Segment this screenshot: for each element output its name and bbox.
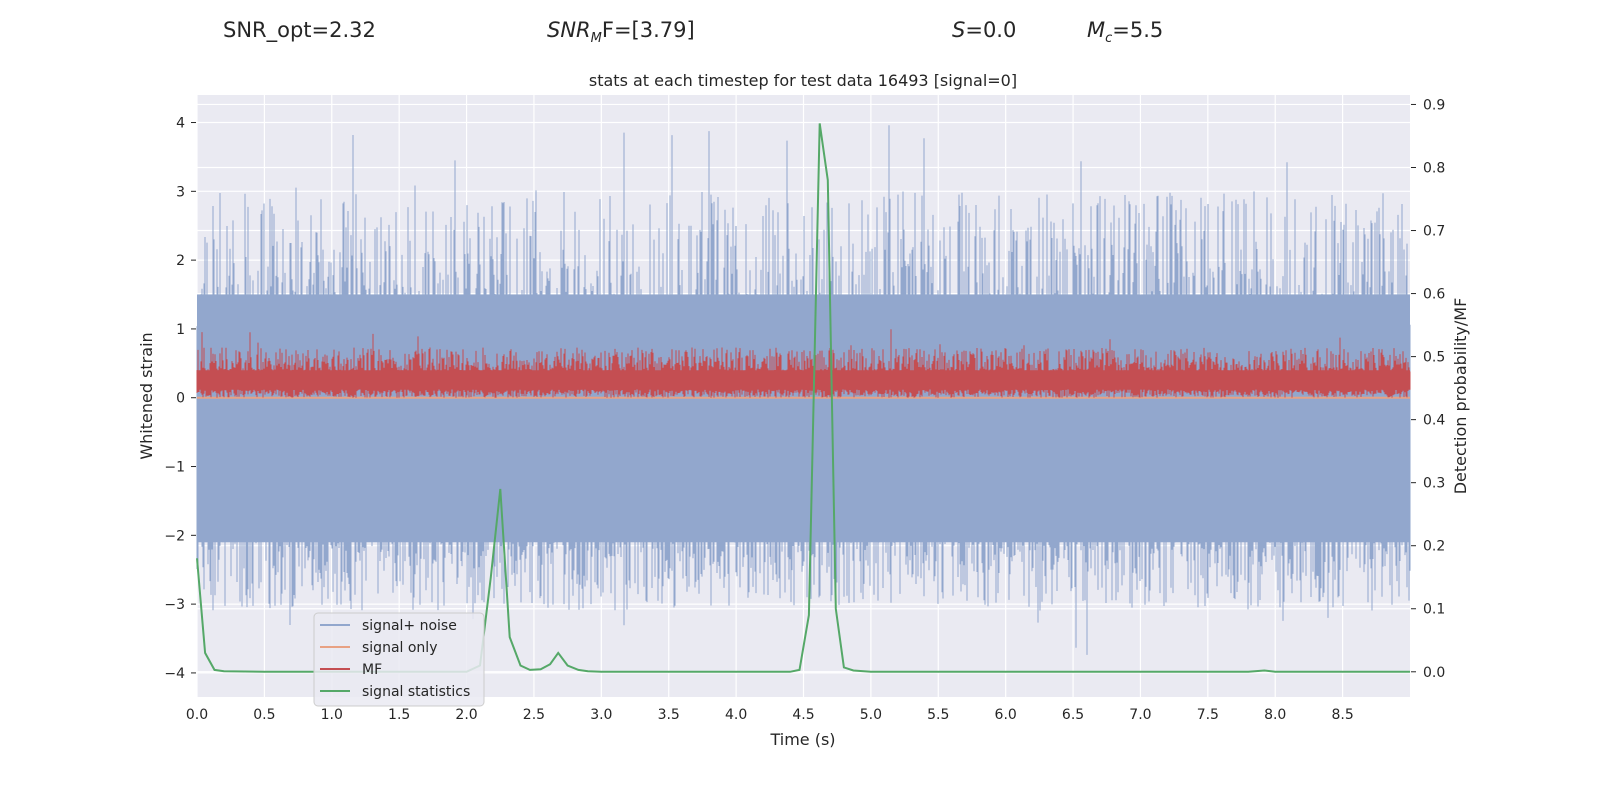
y2-tick-label: 0.9 [1423,97,1445,113]
header-snr-mf: SNRMF=[3.79] [547,18,695,46]
legend: signal+ noise signal only MF signal stat… [313,612,485,707]
x-tick-label: 6.0 [995,707,1017,723]
series-mf [196,329,1411,398]
legend-label-signal-noise: signal+ noise [362,618,457,634]
header-snr-opt-text: SNR_opt=2.32 [223,18,376,42]
x-tick-label: 3.5 [658,707,680,723]
y-tick-label: −2 [164,528,185,544]
y2-tick-label: 0.1 [1423,602,1445,618]
y-tick-label: 0 [176,391,185,407]
header-s-rest: =0.0 [965,18,1017,42]
header-mc-rest: =5.5 [1112,18,1164,42]
x-tick-label: 8.5 [1331,707,1353,723]
y2-tick-label: 0.5 [1423,350,1445,366]
header-snr-mf-sub: M [590,31,602,47]
y2-tick-label: 0.0 [1423,665,1445,681]
x-tick-label: 7.0 [1129,707,1151,723]
header-mc: Mc=5.5 [1087,18,1163,46]
x-axis: 0.0 0.5 1.0 1.5 2.0 2.5 3.0 3.5 4.0 4.5 5.0 5.5 6.0 6… [186,707,1354,723]
x-tick-label: 1.5 [388,707,410,723]
header-s: S=0.0 [952,18,1016,42]
header-snr-mf-main: SNR [547,18,591,42]
y-tick-label: 3 [176,184,185,200]
x-tick-label: 0.5 [253,707,275,723]
y2-tick-label: 0.8 [1423,160,1445,176]
legend-label-signal-statistics: signal statistics [362,684,470,700]
y2-tick-label: 0.6 [1423,287,1445,303]
header-snr-mf-rest: F=[3.79] [601,18,695,42]
x-tick-label: 5.5 [927,707,949,723]
header-snr-opt: SNR_opt=2.32 [223,18,376,42]
x-tick-label: 8.0 [1264,707,1286,723]
signal-noise-spikes [196,125,1411,655]
x-tick-label: 4.0 [725,707,747,723]
y2-axis-label: Detection probability/MF [1451,298,1470,495]
x-tick-label: 5.0 [860,707,882,723]
x-axis-label: Time (s) [769,730,835,749]
header-s-italic: S [952,18,966,42]
y2-tick-label: 0.3 [1423,476,1445,492]
y2-tick-label: 0.4 [1423,413,1445,429]
y-axis-left: 4 3 2 1 0 −1 −2 −3 −4 [164,116,196,682]
y-tick-label: 2 [176,253,185,269]
y-tick-label: −1 [164,460,185,476]
y-tick-label: −4 [164,666,185,682]
x-tick-label: 0.0 [186,707,208,723]
y-tick-label: 4 [176,116,185,132]
y2-tick-label: 0.2 [1423,539,1445,555]
x-tick-label: 1.0 [321,707,343,723]
legend-box [313,612,485,707]
y-tick-label: −3 [164,597,185,613]
mf-spikes [196,329,1411,398]
x-tick-label: 2.0 [455,707,477,723]
header-mc-sub: c [1105,31,1113,47]
x-tick-label: 2.5 [523,707,545,723]
y-axis-right: 0.9 0.8 0.7 0.6 0.5 0.4 0.3 0.2 0.1 0.0 [1411,97,1445,681]
x-tick-label: 7.5 [1197,707,1219,723]
y2-tick-label: 0.7 [1423,224,1445,240]
header-mc-italic: M [1087,18,1106,42]
x-tick-label: 6.5 [1062,707,1084,723]
x-tick-label: 4.5 [792,707,814,723]
legend-label-signal-only: signal only [362,640,437,656]
y-axis-label: Whitened strain [137,332,156,459]
legend-label-mf: MF [362,662,382,678]
chart-title: stats at each timestep for test data 164… [589,71,1017,90]
y-tick-label: 1 [176,322,185,338]
x-tick-label: 3.0 [590,707,612,723]
